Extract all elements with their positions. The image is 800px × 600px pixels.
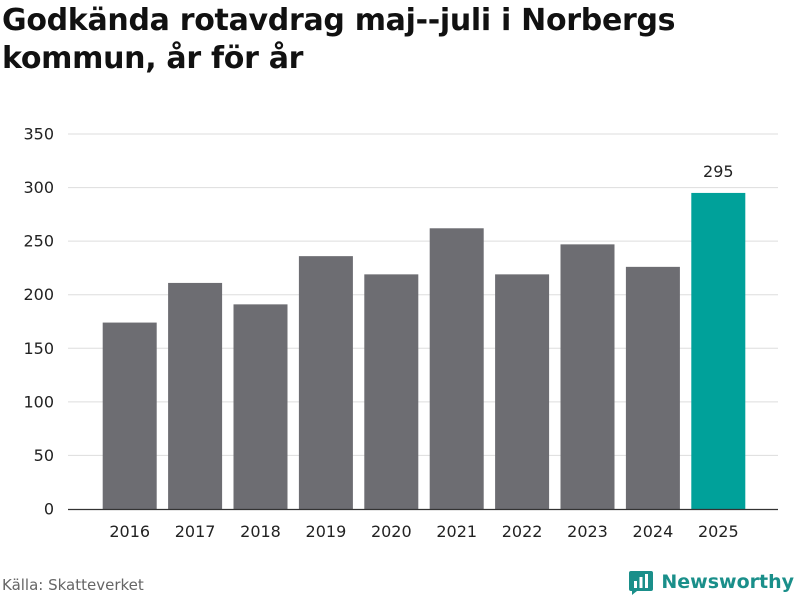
bar-2022 — [495, 274, 550, 509]
brand-logo: Newsworthy — [628, 567, 794, 597]
y-tick-label: 150 — [23, 339, 54, 358]
x-tick-label: 2016 — [109, 522, 150, 541]
bar-2017 — [168, 282, 223, 509]
data-labels: 295 — [703, 162, 734, 181]
bar-2019 — [298, 256, 353, 509]
y-tick-label: 200 — [23, 285, 54, 304]
data-label: 295 — [703, 162, 734, 181]
bar-2018 — [233, 304, 288, 509]
y-tick-label: 300 — [23, 178, 54, 197]
source-note: Källa: Skatteverket — [2, 576, 144, 594]
bars — [102, 192, 746, 510]
bar-2016 — [102, 322, 157, 509]
bar-2024 — [625, 266, 680, 509]
bar-2025 — [691, 192, 746, 509]
chart-title: Godkända rotavdrag maj--juli i Norbergs … — [2, 3, 676, 76]
x-axis-ticks: 2016 2017 2018 2019 2020 2021 2022 2023 2024 2025 — [109, 522, 738, 541]
y-axis-ticks: 0 50 100 150 200 250 300 350 — [23, 125, 54, 519]
y-tick-label: 50 — [34, 446, 54, 465]
bar-2020 — [364, 274, 419, 509]
brand-name: Newsworthy — [661, 571, 794, 593]
x-tick-label: 2017 — [175, 522, 216, 541]
x-tick-label: 2018 — [240, 522, 281, 541]
y-tick-label: 0 — [44, 500, 54, 519]
bar-2023 — [560, 244, 615, 509]
x-tick-label: 2023 — [567, 522, 608, 541]
newsworthy-logo-icon — [629, 571, 654, 595]
y-tick-label: 100 — [23, 392, 54, 411]
x-tick-label: 2022 — [502, 522, 543, 541]
x-tick-label: 2024 — [633, 522, 674, 541]
y-tick-label: 350 — [23, 125, 54, 144]
bar-2021 — [429, 228, 484, 510]
x-tick-label: 2019 — [306, 522, 347, 541]
x-tick-label: 2020 — [371, 522, 412, 541]
x-tick-label: 2025 — [698, 522, 739, 541]
x-tick-label: 2021 — [436, 522, 477, 541]
y-tick-label: 250 — [23, 232, 54, 251]
